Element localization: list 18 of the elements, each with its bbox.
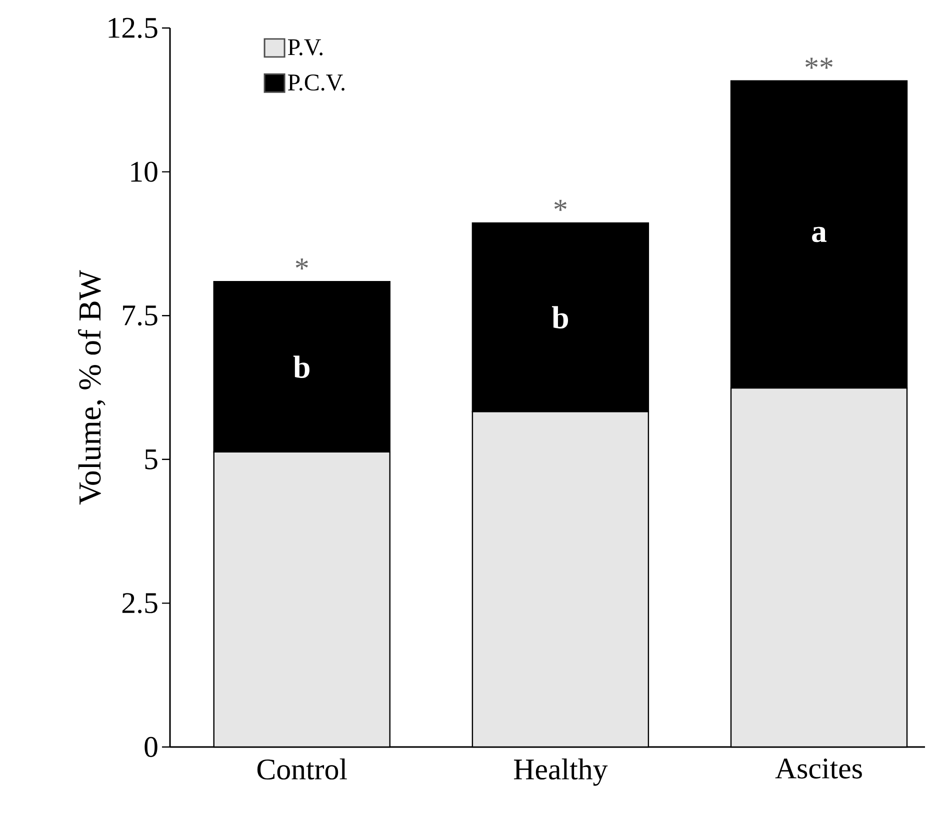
y-tick-label: 12.5 [108,18,158,38]
y-tick-label: 2.5 [122,593,158,614]
annotation: b [552,306,568,329]
y-tick-label: 5 [145,449,158,470]
y-tick-label: 0 [144,736,158,758]
legend-label: P.V. [288,39,322,56]
y-tick-label: 7.5 [123,306,158,326]
annotation: * [554,200,566,211]
annotation: a [812,226,826,242]
annotation: * [296,258,308,270]
x-tick-label: Control [257,758,347,780]
x-tick-label: Healthy [514,758,608,786]
annotation: ** [806,58,833,69]
x-tick-label: Ascites [775,758,862,779]
y-axis-title: Volume, % of BW [78,270,106,505]
legend-label: P.C.V. [288,74,344,91]
y-tick-label: 10 [131,162,158,182]
annotation: b [293,356,310,378]
